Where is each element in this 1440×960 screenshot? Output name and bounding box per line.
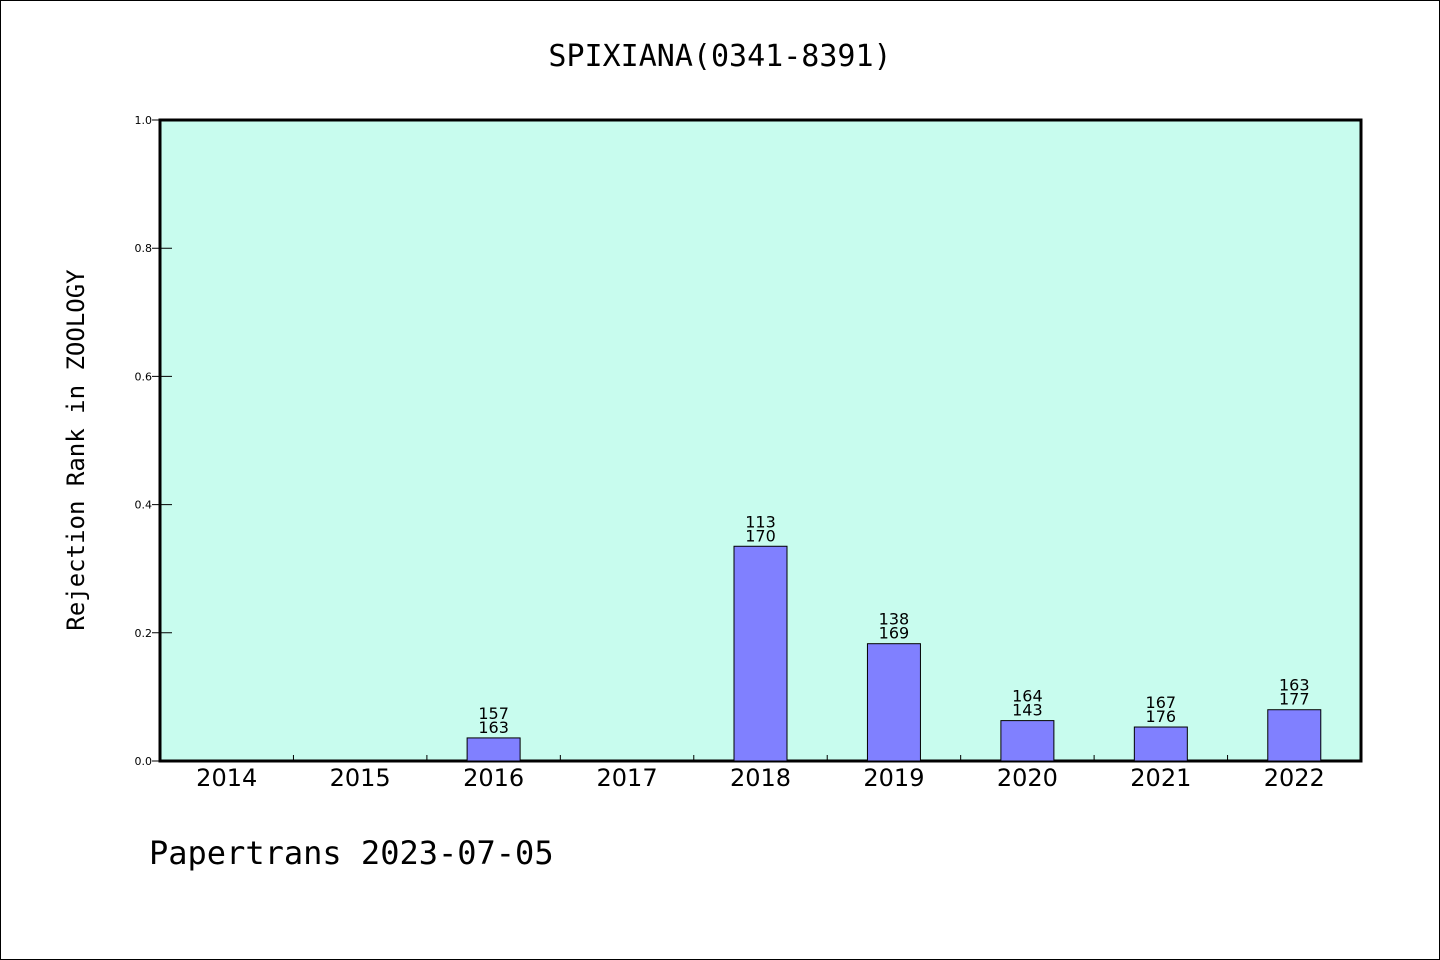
y-tick-label: 0.0 [135,755,153,768]
bar-label-bottom: 170 [745,526,776,545]
y-tick-label: 0.8 [135,242,153,255]
bar-label-top: 157 [478,704,509,723]
x-tick-label: 2022 [1264,764,1325,792]
y-tick-label: 0.2 [135,627,153,640]
bar-2018 [733,545,788,762]
bar-2022 [1267,709,1322,762]
bar-2016 [466,737,521,762]
bar-label-top: 138 [879,610,910,629]
y-tick-label: 0.6 [135,370,153,383]
bar-2020 [1000,720,1055,762]
x-tick-label: 2016 [463,764,524,792]
x-axis-ticks [292,755,1229,761]
x-tick-label: 2019 [863,764,924,792]
bar-label-bottom: 177 [1279,690,1310,709]
y-tick-label: 0.4 [135,499,153,512]
x-tick-label: 2015 [330,764,391,792]
chart-title: SPIXIANA(0341-8391) [548,39,891,74]
bar-label-bottom: 176 [1146,707,1177,726]
x-axis-labels: 2014 2015 2016 2017 2018 2019 2020 2021 2022 [196,764,1325,792]
bar-label-top: 164 [1012,687,1043,706]
y-tick-label: 1.0 [135,114,153,127]
y-axis-ticks: 0.0 0.2 0.4 0.6 0.8 1.0 [135,114,172,768]
y-axis-label: Rejection Rank in ZOOLOGY [62,269,90,631]
footer-credit: Papertrans 2023-07-05 [149,834,554,872]
bar-2019 [866,643,921,762]
x-tick-label: 2020 [997,764,1058,792]
x-tick-label: 2014 [196,764,257,792]
x-tick-label: 2018 [730,764,791,792]
bar-label-top: 167 [1146,693,1177,712]
bars-group [466,545,1322,762]
x-tick-label: 2021 [1130,764,1191,792]
bar-label-top: 163 [1279,676,1310,695]
bar-label-top: 113 [745,512,776,531]
bar-label-bottom: 163 [478,718,509,737]
bar-label-bottom: 143 [1012,701,1043,720]
x-tick-label: 2017 [597,764,658,792]
bar-label-bottom: 169 [879,624,910,643]
bar-2021 [1133,726,1188,762]
